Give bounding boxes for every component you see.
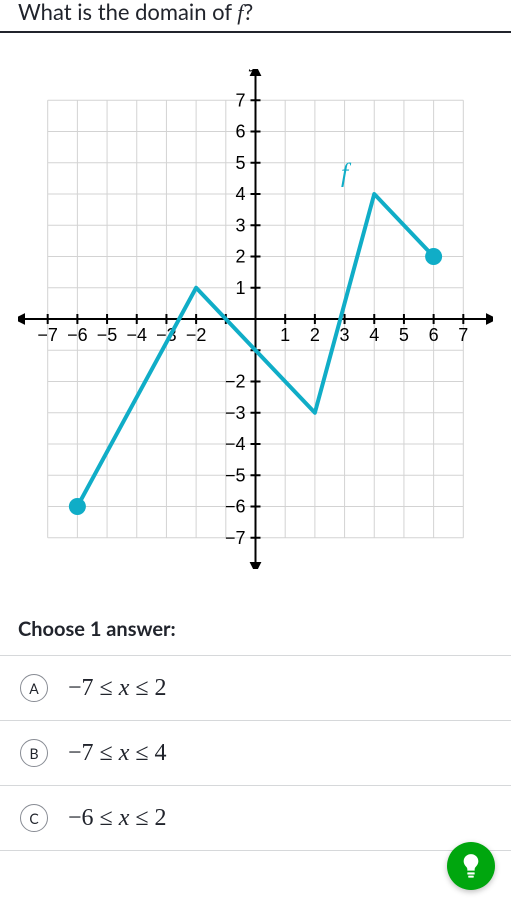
answer-expression: −6 ≤ x ≤ 2 xyxy=(68,805,167,832)
svg-text:2: 2 xyxy=(310,325,320,345)
answers-list: A −7 ≤ x ≤ 2 B −7 ≤ x ≤ 4 C −6 ≤ x ≤ 2 xyxy=(0,655,511,851)
answer-rhs: 2 xyxy=(155,675,167,701)
svg-text:7: 7 xyxy=(235,90,245,110)
svg-text:1: 1 xyxy=(280,325,290,345)
svg-text:−5: −5 xyxy=(97,325,118,345)
svg-text:−7: −7 xyxy=(37,325,58,345)
answer-bubble: B xyxy=(20,739,48,767)
svg-text:7: 7 xyxy=(458,325,468,345)
svg-text:4: 4 xyxy=(235,184,245,204)
svg-text:4: 4 xyxy=(369,325,379,345)
svg-text:6: 6 xyxy=(429,325,439,345)
lightbulb-icon xyxy=(460,853,482,879)
question-title: What is the domain of f? xyxy=(0,0,511,33)
question-prefix: What is the domain of xyxy=(18,0,237,25)
answer-var: x xyxy=(119,805,130,831)
answer-lhs: −7 xyxy=(68,675,94,701)
svg-text:−5: −5 xyxy=(225,465,246,485)
svg-text:y: y xyxy=(249,69,261,72)
answer-expression: −7 ≤ x ≤ 2 xyxy=(68,675,167,702)
answer-expression: −7 ≤ x ≤ 4 xyxy=(68,740,167,767)
function-chart: −7−6−5−4−3−21234567−7−6−5−4−3−21234567xy… xyxy=(18,69,493,569)
svg-text:−2: −2 xyxy=(186,325,207,345)
svg-text:−4: −4 xyxy=(225,434,246,454)
svg-text:−3: −3 xyxy=(225,403,246,423)
svg-text:−2: −2 xyxy=(225,372,246,392)
answer-option-a[interactable]: A −7 ≤ x ≤ 2 xyxy=(0,656,511,721)
answer-bubble: C xyxy=(20,804,48,832)
svg-text:3: 3 xyxy=(340,325,350,345)
svg-text:5: 5 xyxy=(399,325,409,345)
svg-text:3: 3 xyxy=(235,215,245,235)
svg-text:−4: −4 xyxy=(126,325,147,345)
svg-text:−6: −6 xyxy=(67,325,88,345)
answer-lhs: −6 xyxy=(68,805,94,831)
svg-text:1: 1 xyxy=(235,278,245,298)
svg-text:−7: −7 xyxy=(225,528,246,548)
svg-text:5: 5 xyxy=(235,153,245,173)
answer-lhs: −7 xyxy=(68,740,94,766)
answer-bubble: A xyxy=(20,674,48,702)
question-suffix: ? xyxy=(243,0,253,25)
choose-label: Choose 1 answer: xyxy=(0,617,511,655)
answer-rhs: 2 xyxy=(155,805,167,831)
answer-var: x xyxy=(119,740,130,766)
svg-text:2: 2 xyxy=(235,247,245,267)
answer-var: x xyxy=(119,675,130,701)
chart-container: −7−6−5−4−3−21234567−7−6−5−4−3−21234567xy… xyxy=(18,69,493,573)
answer-option-b[interactable]: B −7 ≤ x ≤ 4 xyxy=(0,721,511,786)
hint-button[interactable] xyxy=(447,842,495,890)
answer-rhs: 4 xyxy=(155,740,167,766)
svg-text:6: 6 xyxy=(235,122,245,142)
answer-option-c[interactable]: C −6 ≤ x ≤ 2 xyxy=(0,786,511,851)
svg-text:−6: −6 xyxy=(225,497,246,517)
